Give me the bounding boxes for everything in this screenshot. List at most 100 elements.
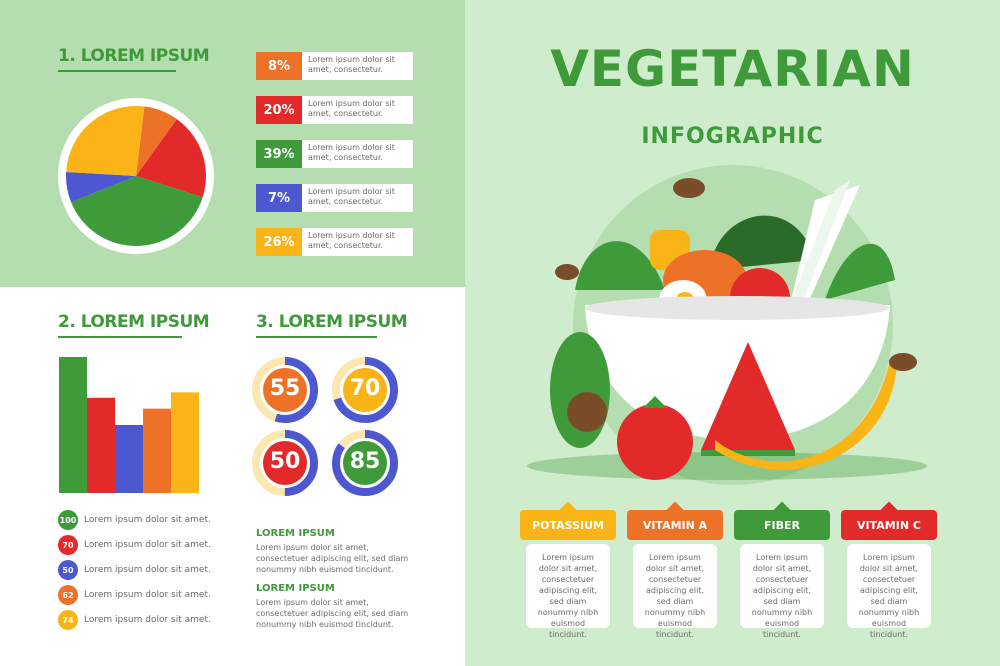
note-body: Lorem ipsum dolor sit amet, consectetuer… [256, 598, 409, 629]
bar [143, 408, 171, 493]
nutrient-card-label: FIBER [764, 518, 800, 532]
section1-title: 1. LOREM IPSUM [58, 46, 210, 66]
nutrient-card-label: POTASSIUM [532, 518, 604, 532]
stat-text: Lorem ipsum dolor sit amet, consectetur. [308, 143, 395, 162]
section1-rule [58, 70, 176, 72]
gauge-arc [252, 430, 318, 496]
gauge-center [343, 368, 387, 412]
nutrient-card: VITAMIN A Lorem ipsum dolor sit amet, con… [627, 501, 723, 639]
legend-value-badge: 50 [58, 560, 78, 580]
nutrient-card-header: POTASSIUM [520, 501, 616, 540]
legend-item: 62 Lorem ipsum dolor sit amet. [58, 585, 211, 605]
section3-title: 3. LOREM IPSUM [256, 312, 408, 332]
bar [171, 392, 199, 493]
note-body: Lorem ipsum dolor sit amet, consectetuer… [256, 543, 409, 574]
nutrient-card: POTASSIUM Lorem ipsum dolor sit amet, con… [520, 501, 616, 639]
pie-slice [136, 119, 207, 198]
nutrient-card-header: VITAMIN C [841, 501, 937, 540]
bar-chart [59, 357, 199, 493]
nutrient-card-label: VITAMIN A [642, 518, 708, 532]
bowl-rim [585, 296, 889, 320]
section3-rule [256, 336, 377, 338]
pie-slice [66, 106, 145, 176]
legend-text: Lorem ipsum dolor sit amet. [84, 590, 211, 600]
tomato-stem [643, 396, 667, 408]
gauge-value: 70 [349, 376, 381, 401]
legend-text: Lorem ipsum dolor sit amet. [84, 515, 211, 525]
stat-row: 26% Lorem ipsum dolor sit amet, consectet… [256, 228, 413, 256]
tomato-icon [617, 404, 693, 480]
pie-slice [71, 176, 203, 247]
legend-value-badge: 62 [58, 585, 78, 605]
stat-percent: 8% [256, 52, 302, 80]
legend-item: 50 Lorem ipsum dolor sit amet. [58, 560, 211, 580]
legend-value-badge: 74 [58, 610, 78, 630]
stat-percent: 26% [256, 228, 302, 256]
donut-gauge [252, 430, 318, 496]
gauge-value: 55 [269, 376, 301, 401]
note-title: LOREM IPSUM [256, 583, 335, 594]
section2-title: 2. LOREM IPSUM [58, 312, 210, 332]
pie-slice [66, 172, 136, 203]
legend-value-badge: 70 [58, 535, 78, 555]
stat-row: 20% Lorem ipsum dolor sit amet, consectet… [256, 96, 413, 124]
lettuce-leaf-icon [825, 243, 895, 300]
legend-item: 100 Lorem ipsum dolor sit amet. [58, 510, 211, 530]
mushroom-icon [673, 178, 705, 198]
legend-text: Lorem ipsum dolor sit amet. [84, 615, 211, 625]
bar [115, 425, 143, 493]
nutrient-card-header: VITAMIN A [627, 501, 723, 540]
mushroom-icon [555, 264, 579, 280]
pie-chart [58, 98, 214, 254]
bar [87, 397, 115, 493]
pie-slice [136, 106, 177, 176]
stat-text: Lorem ipsum dolor sit amet, consectetur. [308, 99, 395, 118]
banana-icon [715, 360, 897, 470]
stat-percent: 7% [256, 184, 302, 212]
gauge-center [343, 441, 387, 485]
nutrient-card-label: VITAMIN C [857, 518, 921, 532]
legend-item: 70 Lorem ipsum dolor sit amet. [58, 535, 211, 555]
stat-text: Lorem ipsum dolor sit amet, consectetur. [308, 187, 395, 206]
legend-text: Lorem ipsum dolor sit amet. [84, 540, 211, 550]
donut-gauge [252, 357, 318, 423]
nutrient-card-text: Lorem ipsum dolor sit amet, consectetuer… [740, 544, 824, 639]
stat-row: 39% Lorem ipsum dolor sit amet, consectet… [256, 140, 413, 168]
legend-value-badge: 100 [58, 510, 78, 530]
legend-item: 74 Lorem ipsum dolor sit amet. [58, 610, 211, 630]
nutrient-card: FIBER Lorem ipsum dolor sit amet, consect… [734, 501, 830, 639]
section2-rule [58, 336, 182, 338]
gauge-center [263, 441, 307, 485]
spoon-icon [790, 180, 850, 310]
stat-row: 7% Lorem ipsum dolor sit amet, consectetu… [256, 184, 413, 212]
salad-bowl-illustration [527, 165, 927, 485]
gauge-value: 50 [269, 449, 301, 474]
stat-text: Lorem ipsum dolor sit amet, consectetur. [308, 231, 395, 250]
gauge-arc [332, 430, 398, 496]
stat-row: 8% Lorem ipsum dolor sit amet, consectetu… [256, 52, 413, 80]
mushroom-icon [889, 353, 917, 371]
legend-text: Lorem ipsum dolor sit amet. [84, 565, 211, 575]
gauge-arc [332, 357, 398, 423]
bar [59, 357, 87, 493]
donut-gauge [332, 357, 398, 423]
nutrient-card-text: Lorem ipsum dolor sit amet, consectetuer… [847, 544, 931, 639]
nutrient-card-text: Lorem ipsum dolor sit amet, consectetuer… [633, 544, 717, 639]
main-title: VEGETARIAN [550, 40, 915, 98]
note-title: LOREM IPSUM [256, 528, 335, 539]
broccoli-icon [710, 215, 815, 270]
donut-gauge [332, 430, 398, 496]
stat-text: Lorem ipsum dolor sit amet, consectetur. [308, 55, 395, 74]
avocado-pit [567, 392, 607, 432]
watermelon-rind [701, 450, 795, 456]
main-subtitle: INFOGRAPHIC [641, 124, 824, 149]
stat-percent: 20% [256, 96, 302, 124]
spinach-leaf-icon [575, 241, 665, 290]
gauge-arc [252, 357, 318, 423]
nutrient-card-header: FIBER [734, 501, 830, 540]
nutrient-card: VITAMIN C Lorem ipsum dolor sit amet, con… [841, 501, 937, 639]
watermelon-icon [701, 342, 795, 450]
gauge-center [263, 368, 307, 412]
stat-percent: 39% [256, 140, 302, 168]
nutrient-card-text: Lorem ipsum dolor sit amet, consectetuer… [526, 544, 610, 639]
